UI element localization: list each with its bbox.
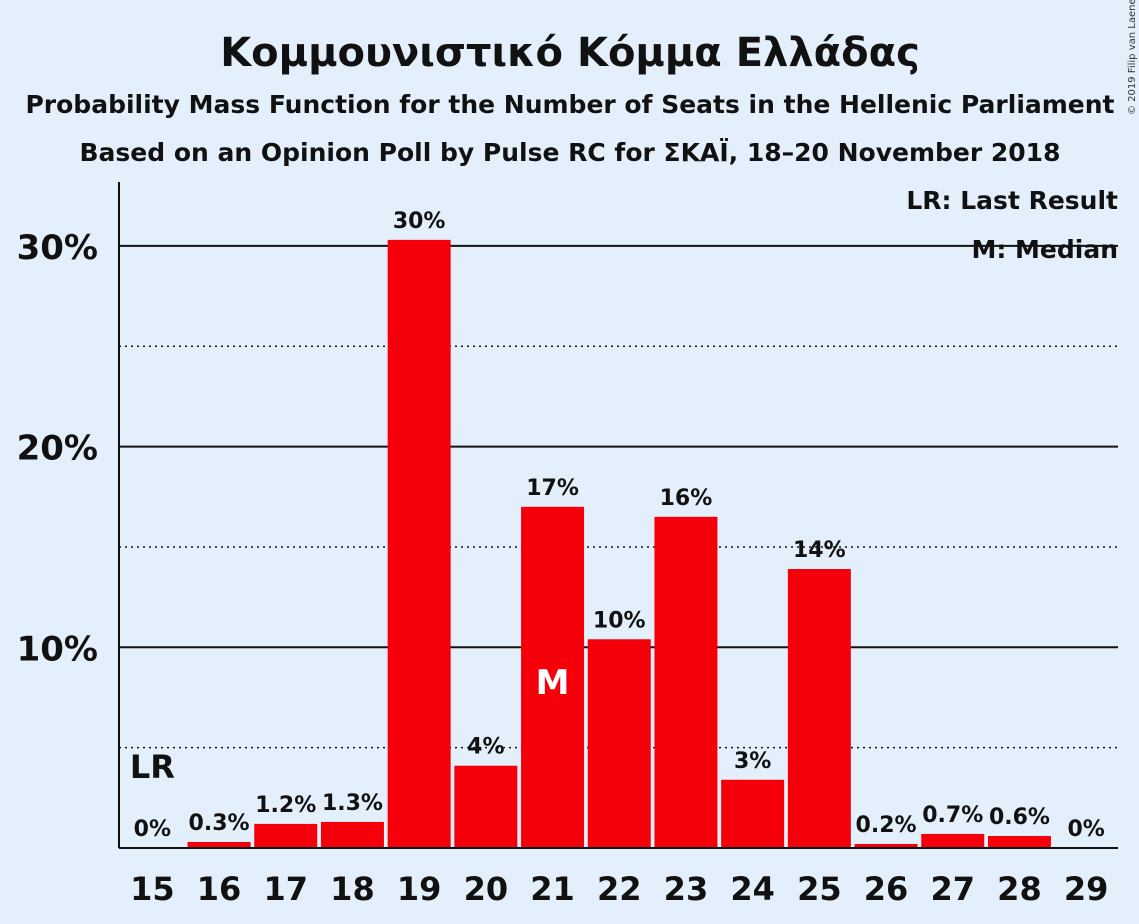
chart-title: Κομμουνιστικό Κόμμα Ελλάδας bbox=[220, 30, 920, 76]
bar bbox=[721, 779, 785, 848]
bar bbox=[921, 833, 985, 848]
x-tick-label: 26 bbox=[864, 870, 909, 908]
x-axis-ticks: 15 16 17 18 19 20 21 22 23 24 25 26 27 28 29 bbox=[130, 870, 1108, 908]
x-tick-label: 24 bbox=[730, 870, 775, 908]
bar bbox=[454, 765, 518, 848]
data-labels: 0% 0.3%1.2% 1.3% 30% 4% 17% 10% 16% 3% 14% 0.2% 0.7… bbox=[134, 209, 1105, 842]
data-label: 14% bbox=[793, 538, 846, 563]
data-label: 0.2% bbox=[856, 813, 917, 838]
data-label: 1.2% bbox=[255, 793, 316, 818]
x-tick-label: 22 bbox=[597, 870, 642, 908]
bars bbox=[187, 239, 1051, 848]
bar bbox=[587, 639, 651, 848]
x-tick-label: 28 bbox=[997, 870, 1042, 908]
y-tick-label: 20% bbox=[17, 429, 98, 469]
x-tick-label: 18 bbox=[330, 870, 375, 908]
x-tick-label: 17 bbox=[263, 870, 308, 908]
x-tick-label: 27 bbox=[930, 870, 975, 908]
bar bbox=[987, 835, 1051, 848]
bar bbox=[387, 239, 451, 848]
x-tick-label: 20 bbox=[464, 870, 509, 908]
data-label: 17% bbox=[526, 476, 579, 501]
bar bbox=[254, 823, 318, 848]
data-label: 0.7% bbox=[922, 803, 983, 828]
data-label: 30% bbox=[393, 209, 446, 234]
copyright-notice: © 2019 Filip van Laenen bbox=[1127, 0, 1138, 115]
chart-source: Based on an Opinion Poll by Pulse RC for… bbox=[80, 138, 1061, 167]
x-tick-label: 16 bbox=[197, 870, 242, 908]
bar bbox=[521, 506, 585, 848]
data-label: 0% bbox=[1067, 817, 1104, 842]
bar bbox=[187, 841, 251, 848]
markers: M LR bbox=[130, 663, 570, 786]
data-label: 10% bbox=[593, 608, 646, 633]
data-label: 0% bbox=[134, 817, 171, 842]
x-tick-label: 23 bbox=[664, 870, 709, 908]
data-label: 3% bbox=[734, 749, 771, 774]
x-tick-label: 21 bbox=[530, 870, 575, 908]
bar bbox=[854, 843, 918, 848]
median-marker: M bbox=[536, 663, 570, 703]
x-tick-label: 19 bbox=[397, 870, 442, 908]
data-label: 0.6% bbox=[989, 805, 1050, 830]
data-label: 0.3% bbox=[189, 811, 250, 836]
x-tick-label: 29 bbox=[1064, 870, 1109, 908]
legend-last-result: LR: Last Result bbox=[906, 186, 1118, 215]
x-tick-label: 25 bbox=[797, 870, 842, 908]
bar bbox=[654, 516, 718, 848]
data-label: 4% bbox=[467, 735, 504, 760]
data-label: 1.3% bbox=[322, 791, 383, 816]
y-axis-ticks: 10% 20% 30% bbox=[17, 228, 98, 669]
bar bbox=[787, 569, 851, 848]
x-tick-label: 15 bbox=[130, 870, 175, 908]
bar bbox=[320, 821, 384, 848]
last-result-marker: LR bbox=[130, 748, 175, 786]
y-tick-label: 10% bbox=[17, 629, 98, 669]
legend-median: M: Median bbox=[971, 235, 1118, 264]
chart-subtitle: Probability Mass Function for the Number… bbox=[25, 90, 1114, 119]
data-label: 16% bbox=[660, 486, 713, 511]
y-tick-label: 30% bbox=[17, 228, 98, 268]
